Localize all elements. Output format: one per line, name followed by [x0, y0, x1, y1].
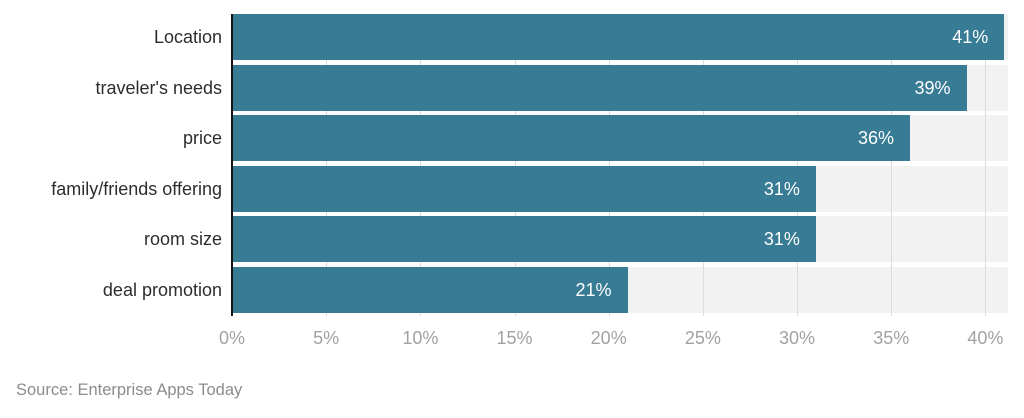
x-tick-label: 5% — [313, 328, 340, 348]
bar-value-label: 21% — [575, 279, 612, 300]
bar: 21% — [232, 266, 628, 313]
x-tick-label: 40% — [967, 328, 1004, 348]
gridline — [608, 14, 610, 316]
bar-value-label: 41% — [952, 27, 989, 47]
gridline — [702, 14, 704, 316]
bar: 39% — [232, 64, 967, 111]
x-tick-label: 15% — [496, 328, 533, 348]
x-tick-label: 0% — [218, 328, 246, 348]
category-label: Location — [153, 27, 222, 47]
gridline — [985, 14, 987, 316]
category-label: traveler's needs — [95, 77, 222, 98]
bar: 41% — [232, 14, 1005, 60]
gridline — [514, 14, 516, 316]
bar-value-label: 39% — [914, 77, 951, 98]
category-label: room size — [143, 229, 222, 249]
gridline — [326, 14, 328, 316]
bar-value-label: 31% — [763, 178, 800, 199]
gridline — [797, 14, 799, 316]
bar-value-label: 31% — [763, 229, 800, 249]
x-tick-label: 10% — [402, 328, 439, 348]
plot-area: 41% 39% 36% 31% 31% 21% — [232, 14, 1008, 316]
source-text: Source: Enterprise Apps Today — [16, 381, 243, 399]
bar: 31% — [232, 216, 816, 262]
bar-value-label: 36% — [858, 128, 895, 148]
bar: 36% — [232, 115, 911, 161]
category-label: deal promotion — [102, 279, 222, 300]
x-tick-label: 20% — [590, 328, 627, 348]
x-tick-label: 25% — [684, 328, 721, 348]
y-axis-line — [231, 14, 233, 316]
category-label: family/friends offering — [51, 178, 222, 199]
gridline — [891, 14, 893, 316]
x-tick-label: 30% — [779, 328, 816, 348]
category-label: price — [182, 128, 222, 148]
bar: 31% — [232, 165, 816, 212]
gridline — [420, 14, 422, 316]
x-tick-label: 35% — [873, 328, 910, 348]
